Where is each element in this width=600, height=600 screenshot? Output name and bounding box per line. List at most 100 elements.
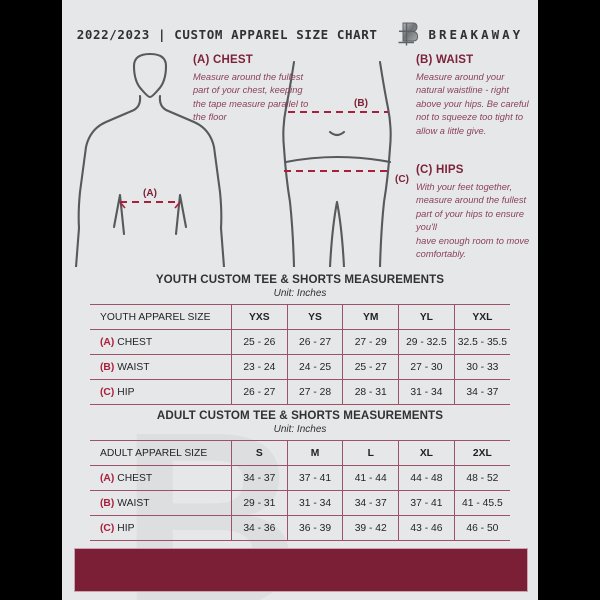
youth-col-3: YL bbox=[398, 304, 455, 330]
callout-chest-title: (A) CHEST bbox=[193, 54, 253, 66]
adult-col-3: XL bbox=[398, 440, 455, 466]
brand-lockup: BREAKAWAY bbox=[397, 21, 523, 47]
table-row: (A) CHEST 25 - 26 26 - 27 27 - 29 29 - 32… bbox=[90, 329, 510, 355]
youth-hip-2: 28 - 31 bbox=[342, 379, 400, 405]
callout-waist: (B) WAIST Measure around your natural wa… bbox=[416, 54, 534, 138]
adult-size-table: ADULT APPAREL SIZE S M L XL 2XL (A) CHEST… bbox=[90, 440, 510, 541]
callout-hips: (C) HIPS With your feet together, measur… bbox=[416, 164, 534, 262]
youth-hip-label: HIP bbox=[117, 386, 135, 398]
page-title: 2022/2023 | CUSTOM APPAREL SIZE CHART bbox=[76, 26, 378, 42]
callout-chest: (A) CHEST Measure around the fullest par… bbox=[193, 54, 313, 125]
youth-waist-1: 24 - 25 bbox=[287, 354, 344, 380]
youth-chest-0: 25 - 26 bbox=[231, 329, 288, 355]
youth-hip-0: 26 - 27 bbox=[231, 379, 288, 405]
youth-waist-2: 25 - 27 bbox=[342, 354, 400, 380]
lower-body-figure bbox=[282, 60, 392, 267]
upper-body-figure bbox=[74, 52, 226, 267]
youth-hip-tag: (C) bbox=[100, 386, 115, 398]
adult-table-title: ADULT CUSTOM TEE & SHORTS MEASUREMENTS bbox=[156, 409, 444, 422]
adult-hip-2: 39 - 42 bbox=[342, 515, 400, 541]
adult-hip-3: 43 - 46 bbox=[398, 515, 455, 541]
youth-col-4: YXL bbox=[454, 304, 510, 330]
youth-hip-3: 31 - 34 bbox=[398, 379, 455, 405]
adult-hip-label: HIP bbox=[117, 522, 135, 534]
adult-chest-1: 37 - 41 bbox=[287, 465, 344, 491]
adult-row-header: ADULT APPAREL SIZE bbox=[90, 440, 232, 466]
adult-chest-0: 34 - 37 bbox=[231, 465, 288, 491]
adult-waist-1: 31 - 34 bbox=[287, 490, 344, 516]
body-figures: (A) (B) (C) bbox=[74, 52, 409, 267]
youth-chest-2: 27 - 29 bbox=[342, 329, 400, 355]
adult-chest-2: 41 - 44 bbox=[342, 465, 400, 491]
page-header: 2022/2023 | CUSTOM APPAREL SIZE CHART bbox=[62, 18, 538, 50]
adult-chest-label: CHEST bbox=[117, 472, 153, 484]
footer-band bbox=[74, 548, 528, 592]
table-row: (C) HIP 34 - 36 36 - 39 39 - 42 43 - 46 4… bbox=[90, 515, 510, 541]
youth-table-title: YOUTH CUSTOM TEE & SHORTS MEASUREMENTS bbox=[155, 273, 445, 286]
youth-hip-4: 34 - 37 bbox=[454, 379, 510, 405]
youth-hip-1: 27 - 28 bbox=[287, 379, 344, 405]
table-row: (C) HIP 26 - 27 27 - 28 28 - 31 31 - 34 3… bbox=[90, 379, 510, 405]
youth-waist-tag: (B) bbox=[100, 361, 115, 373]
adult-hip-0: 34 - 36 bbox=[231, 515, 288, 541]
callout-waist-title: (B) WAIST bbox=[416, 54, 474, 66]
waist-marker-label: (B) bbox=[354, 98, 368, 109]
youth-chest-tag: (A) bbox=[100, 336, 115, 348]
table-row: (B) WAIST 29 - 31 31 - 34 34 - 37 37 - 41… bbox=[90, 490, 510, 516]
adult-waist-4: 41 - 45.5 bbox=[454, 490, 510, 516]
adult-waist-2: 34 - 37 bbox=[342, 490, 400, 516]
callout-hips-title: (C) HIPS bbox=[416, 164, 464, 176]
table-header-row: YOUTH APPAREL SIZE YXS YS YM YL YXL bbox=[90, 304, 510, 330]
youth-row-header: YOUTH APPAREL SIZE bbox=[90, 304, 232, 330]
youth-waist-0: 23 - 24 bbox=[231, 354, 288, 380]
youth-waist-3: 27 - 30 bbox=[398, 354, 455, 380]
chest-measure-line bbox=[119, 201, 181, 209]
adult-row-label-waist: (B) WAIST bbox=[90, 490, 232, 516]
table-row: (B) WAIST 23 - 24 24 - 25 25 - 27 27 - 30… bbox=[90, 354, 510, 380]
brand-name: BREAKAWAY bbox=[428, 26, 524, 42]
youth-chest-4: 32.5 - 35.5 bbox=[454, 329, 510, 355]
youth-row-label-hip: (C) HIP bbox=[90, 379, 232, 405]
youth-row-label-waist: (B) WAIST bbox=[90, 354, 232, 380]
callout-chest-body: Measure around the fullest part of your … bbox=[193, 72, 309, 123]
youth-waist-4: 30 - 33 bbox=[454, 354, 510, 380]
youth-chest-label: CHEST bbox=[117, 336, 153, 348]
adult-waist-tag: (B) bbox=[100, 497, 115, 509]
youth-table-unit: Unit: Inches bbox=[273, 288, 327, 299]
adult-chest-4: 48 - 52 bbox=[454, 465, 510, 491]
adult-col-1: M bbox=[287, 440, 344, 466]
adult-col-2: L bbox=[342, 440, 400, 466]
adult-hip-tag: (C) bbox=[100, 522, 115, 534]
youth-chest-1: 26 - 27 bbox=[287, 329, 344, 355]
adult-col-4: 2XL bbox=[454, 440, 510, 466]
adult-waist-3: 37 - 41 bbox=[398, 490, 455, 516]
adult-waist-label: WAIST bbox=[117, 497, 150, 509]
hips-marker-label: (C) bbox=[395, 174, 409, 185]
adult-hip-4: 46 - 50 bbox=[454, 515, 510, 541]
adult-table-unit: Unit: Inches bbox=[273, 424, 327, 435]
youth-chest-3: 29 - 32.5 bbox=[398, 329, 455, 355]
adult-waist-0: 29 - 31 bbox=[231, 490, 288, 516]
youth-col-1: YS bbox=[287, 304, 344, 330]
youth-col-0: YXS bbox=[231, 304, 288, 330]
adult-chest-3: 44 - 48 bbox=[398, 465, 455, 491]
youth-row-label-chest: (A) CHEST bbox=[90, 329, 232, 355]
callout-hips-body: With your feet together, measure around … bbox=[416, 182, 530, 260]
size-chart-page: B 2022/2023 | CUSTOM APPAREL SIZE CHART bbox=[62, 0, 538, 600]
youth-col-2: YM bbox=[342, 304, 400, 330]
measurement-diagram: (A) (B) (C) (A) CHEST Measure around the… bbox=[62, 52, 538, 267]
table-header-row: ADULT APPAREL SIZE S M L XL 2XL bbox=[90, 440, 510, 466]
youth-size-table: YOUTH APPAREL SIZE YXS YS YM YL YXL (A) C… bbox=[90, 304, 510, 405]
table-row: (A) CHEST 34 - 37 37 - 41 41 - 44 44 - 48… bbox=[90, 465, 510, 491]
adult-row-label-chest: (A) CHEST bbox=[90, 465, 232, 491]
adult-size-table-block: ADULT CUSTOM TEE & SHORTS MEASUREMENTS U… bbox=[90, 409, 510, 541]
b-monogram-logo-icon bbox=[398, 22, 419, 46]
adult-chest-tag: (A) bbox=[100, 472, 115, 484]
adult-hip-1: 36 - 39 bbox=[287, 515, 344, 541]
adult-row-label-hip: (C) HIP bbox=[90, 515, 232, 541]
callout-waist-body: Measure around your natural waistline - … bbox=[416, 72, 529, 136]
chest-marker-label: (A) bbox=[143, 188, 157, 199]
youth-waist-label: WAIST bbox=[117, 361, 150, 373]
youth-size-table-block: YOUTH CUSTOM TEE & SHORTS MEASUREMENTS U… bbox=[90, 273, 510, 405]
